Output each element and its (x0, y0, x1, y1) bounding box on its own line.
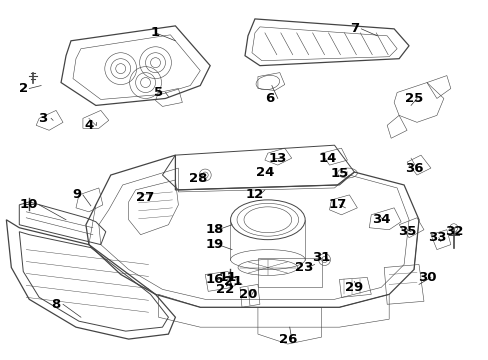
Text: 18: 18 (205, 223, 224, 236)
Text: 12: 12 (245, 188, 264, 201)
Text: 24: 24 (255, 166, 273, 179)
Text: 7: 7 (349, 22, 358, 35)
Text: 35: 35 (397, 225, 415, 238)
Text: 2: 2 (19, 82, 28, 95)
Text: 20: 20 (238, 288, 257, 301)
Text: 25: 25 (404, 92, 422, 105)
Text: 13: 13 (268, 152, 286, 165)
Text: 21: 21 (224, 275, 242, 288)
Text: 30: 30 (417, 271, 435, 284)
Text: 36: 36 (404, 162, 423, 175)
Text: 4: 4 (84, 119, 93, 132)
Text: 33: 33 (427, 231, 445, 244)
Text: 17: 17 (327, 198, 346, 211)
Text: 23: 23 (295, 261, 313, 274)
Text: 32: 32 (444, 225, 462, 238)
Text: 8: 8 (51, 298, 61, 311)
Text: 9: 9 (72, 188, 81, 201)
Text: 34: 34 (371, 213, 390, 226)
Text: 10: 10 (20, 198, 39, 211)
Text: 14: 14 (318, 152, 336, 165)
Text: 1: 1 (151, 26, 160, 39)
Text: 31: 31 (312, 251, 330, 264)
Text: 16: 16 (205, 273, 224, 286)
Text: 27: 27 (136, 192, 154, 204)
Text: 6: 6 (264, 92, 274, 105)
Text: 29: 29 (345, 281, 363, 294)
Text: 15: 15 (330, 167, 348, 180)
Text: 28: 28 (189, 171, 207, 185)
Text: 3: 3 (39, 112, 48, 125)
Text: 5: 5 (154, 86, 163, 99)
Text: 19: 19 (205, 238, 224, 251)
Text: 26: 26 (278, 333, 296, 346)
Text: 11: 11 (219, 271, 237, 284)
Text: 22: 22 (216, 283, 234, 296)
